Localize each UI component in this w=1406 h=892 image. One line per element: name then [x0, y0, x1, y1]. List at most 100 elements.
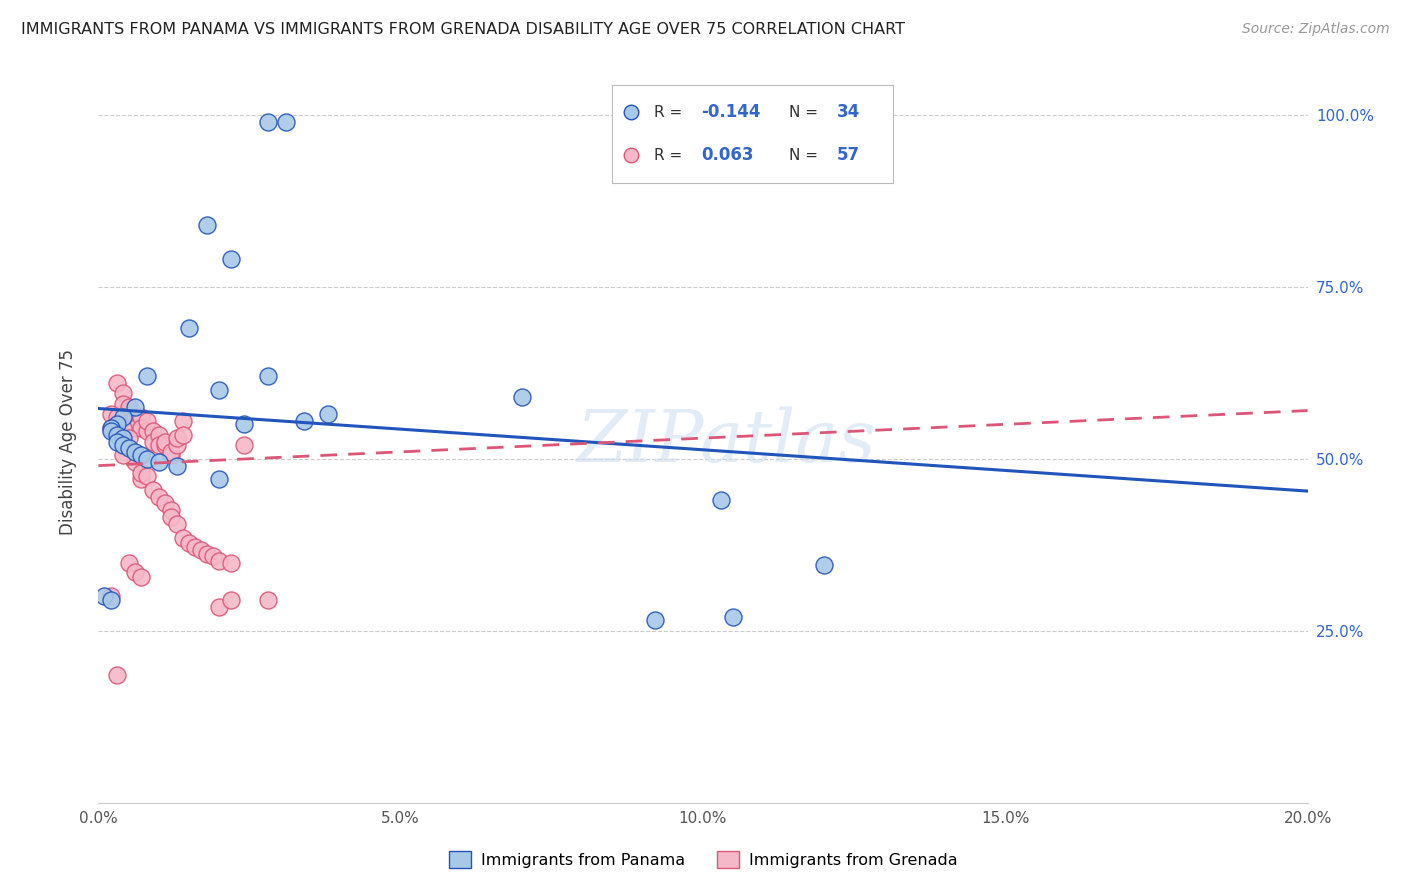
Point [208, 599, 231, 614]
Point [256, 369, 278, 384]
Point [166, 431, 188, 445]
Point [208, 472, 231, 486]
Point [166, 517, 188, 532]
Legend: Immigrants from Panama, Immigrants from Grenada: Immigrants from Panama, Immigrants from … [443, 845, 963, 874]
Point [172, 427, 194, 442]
Point [221, 557, 243, 571]
Point [184, 540, 207, 554]
Point [111, 410, 134, 425]
Point [232, 438, 254, 452]
Point [148, 438, 170, 452]
Point [172, 531, 194, 545]
Point [153, 434, 176, 449]
Point [813, 558, 835, 573]
Point [221, 252, 243, 267]
Point [129, 570, 152, 584]
Point [292, 414, 315, 428]
Point [135, 469, 157, 483]
Point [232, 417, 254, 432]
Point [208, 383, 231, 397]
Point [105, 376, 128, 390]
Point [256, 592, 278, 607]
Text: N =: N = [789, 104, 818, 120]
Point [148, 427, 170, 442]
Point [129, 410, 152, 425]
Point [124, 455, 146, 469]
Point [142, 483, 165, 497]
Text: 57: 57 [837, 146, 859, 164]
Point [202, 549, 225, 564]
Point [111, 386, 134, 401]
Point [111, 438, 134, 452]
Text: ZIPatlas: ZIPatlas [578, 406, 877, 477]
Point [142, 434, 165, 449]
Point [195, 547, 218, 561]
Point [135, 451, 157, 466]
Point [118, 400, 141, 414]
Point [100, 592, 122, 607]
Point [723, 610, 745, 624]
Point [118, 442, 141, 456]
Point [105, 434, 128, 449]
Point [620, 105, 643, 120]
Point [148, 455, 170, 469]
Text: IMMIGRANTS FROM PANAMA VS IMMIGRANTS FROM GRENADA DISABILITY AGE OVER 75 CORRELA: IMMIGRANTS FROM PANAMA VS IMMIGRANTS FRO… [21, 22, 905, 37]
Point [190, 542, 212, 557]
Point [129, 421, 152, 435]
Point [142, 424, 165, 438]
Text: 34: 34 [837, 103, 860, 121]
Point [124, 566, 146, 580]
Point [129, 472, 152, 486]
Point [118, 403, 141, 417]
Point [274, 114, 297, 128]
Point [93, 590, 115, 604]
Point [160, 510, 183, 524]
Point [124, 400, 146, 414]
Point [166, 458, 188, 473]
Point [105, 417, 128, 432]
Point [135, 369, 157, 384]
Point [644, 614, 666, 628]
Point [160, 448, 183, 462]
Point [111, 448, 134, 462]
Point [105, 427, 128, 442]
Point [153, 438, 176, 452]
Point [118, 557, 141, 571]
Y-axis label: Disability Age Over 75: Disability Age Over 75 [59, 349, 77, 534]
Point [124, 445, 146, 459]
Point [100, 407, 122, 421]
Point [111, 431, 134, 445]
Text: N =: N = [789, 148, 818, 163]
Point [172, 414, 194, 428]
Point [221, 592, 243, 607]
Text: R =: R = [654, 148, 682, 163]
Point [256, 114, 278, 128]
Point [620, 148, 643, 162]
Point [129, 466, 152, 480]
Point [153, 496, 176, 510]
Point [179, 321, 201, 335]
Text: Source: ZipAtlas.com: Source: ZipAtlas.com [1241, 22, 1389, 37]
Point [135, 424, 157, 438]
Point [316, 407, 339, 421]
Point [160, 445, 183, 459]
Point [166, 438, 188, 452]
Point [111, 421, 134, 435]
Point [160, 503, 183, 517]
Point [135, 414, 157, 428]
Point [124, 421, 146, 435]
Point [179, 535, 201, 549]
Point [100, 421, 122, 435]
Text: R =: R = [654, 104, 682, 120]
Point [710, 493, 733, 508]
Point [118, 410, 141, 425]
Point [118, 431, 141, 445]
Point [148, 490, 170, 504]
Point [111, 397, 134, 411]
Point [105, 668, 128, 682]
Text: 0.063: 0.063 [702, 146, 754, 164]
Point [100, 590, 122, 604]
Text: -0.144: -0.144 [702, 103, 761, 121]
Point [208, 553, 231, 567]
Point [124, 410, 146, 425]
